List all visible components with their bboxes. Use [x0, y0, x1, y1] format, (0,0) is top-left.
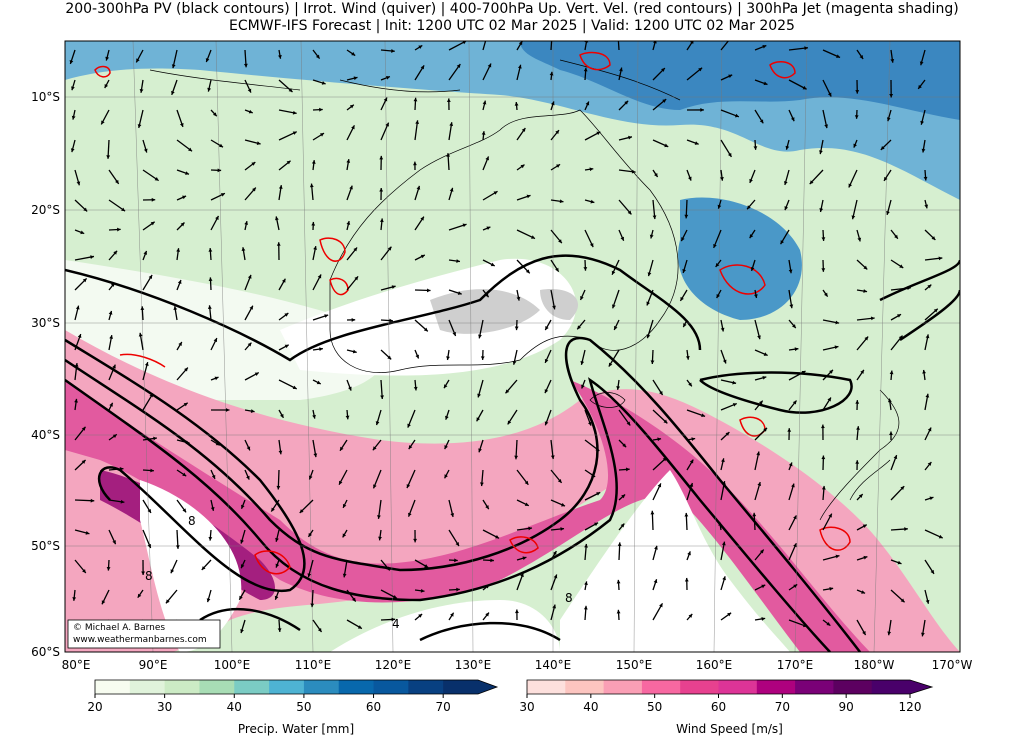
- colorbar-segment: [304, 680, 339, 694]
- map: 8 8 4 8 © Michael A. Barnes www.weatherm…: [65, 30, 960, 652]
- credit: www.weathermanbarnes.com: [73, 635, 207, 645]
- colorbar-tick-label: 50: [296, 700, 311, 714]
- wind-arrow-head: [484, 37, 488, 41]
- colorbar-segment: [408, 680, 443, 694]
- colorbar-segment: [165, 680, 200, 694]
- colorbar-tick-label: 60: [711, 700, 726, 714]
- colorbar-tick-label: 50: [647, 700, 662, 714]
- credit: © Michael A. Barnes: [73, 623, 165, 633]
- lat-label: 40°S: [31, 428, 60, 442]
- lon-label: 110°E: [295, 658, 332, 672]
- colorbar-label: Wind Speed [m/s]: [676, 722, 783, 736]
- contour-label: 4: [392, 617, 400, 631]
- colorbar-label: Precip. Water [mm]: [238, 722, 354, 736]
- lat-label: 30°S: [31, 316, 60, 330]
- contour-label: 8: [145, 569, 153, 583]
- colorbar-segment: [795, 680, 834, 694]
- colorbar-segment: [757, 680, 796, 694]
- lon-label: 160°E: [696, 658, 733, 672]
- colorbar-extend: [478, 680, 497, 694]
- colorbar-tick-label: 70: [775, 700, 790, 714]
- colorbar-tick-label: 30: [519, 700, 534, 714]
- colorbar-segment: [443, 680, 478, 694]
- title: 200-300hPa PV (black contours) | Irrot. …: [65, 1, 958, 17]
- lon-label: 80°E: [62, 658, 91, 672]
- lon-label: 180°W: [854, 658, 895, 672]
- colorbar-segment: [527, 680, 566, 694]
- wind-arrow-head: [728, 37, 732, 41]
- lon-label: 150°E: [616, 658, 653, 672]
- colorbar-segment: [872, 680, 911, 694]
- colorbar-segment: [680, 680, 719, 694]
- colorbar-extend: [910, 680, 932, 694]
- lon-label: 170°E: [777, 658, 814, 672]
- lon-label: 120°E: [375, 658, 412, 672]
- lon-label: 140°E: [535, 658, 572, 672]
- colorbar-segment: [833, 680, 872, 694]
- lon-label: 130°E: [455, 658, 492, 672]
- colorbar-segment: [374, 680, 409, 694]
- colorbar-tick-label: 40: [227, 700, 242, 714]
- colorbar-segment: [130, 680, 165, 694]
- colorbar-segment: [339, 680, 374, 694]
- lat-label: 10°S: [31, 90, 60, 104]
- contour-label: 8: [188, 514, 196, 528]
- lat-label: 20°S: [31, 203, 60, 217]
- lon-label: 90°E: [139, 658, 168, 672]
- colorbar-tick-label: 120: [899, 700, 922, 714]
- colorbar-tick-label: 30: [157, 700, 172, 714]
- colorbar-segment: [234, 680, 269, 694]
- wind-arrow-head: [550, 35, 554, 39]
- colorbars: 20 30 40 50 60 70 Precip. Water [mm] 30 40 50 60 70…: [87, 680, 932, 736]
- colorbar-segment: [199, 680, 234, 694]
- lon-label: 170°W: [932, 658, 973, 672]
- lon-label: 100°E: [214, 658, 251, 672]
- colorbar-segment: [269, 680, 304, 694]
- colorbar-segment: [642, 680, 681, 694]
- colorbar-tick-label: 40: [583, 700, 598, 714]
- colorbar-segment: [604, 680, 643, 694]
- contour-label: 8: [565, 591, 573, 605]
- lat-label: 60°S: [31, 645, 60, 659]
- lat-label: 50°S: [31, 539, 60, 553]
- subtitle: ECMWF-IFS Forecast | Init: 1200 UTC 02 M…: [229, 18, 795, 34]
- colorbar-tick-label: 20: [87, 700, 102, 714]
- colorbar-tick-label: 70: [436, 700, 451, 714]
- colorbar-segment: [95, 680, 130, 694]
- colorbar-segment: [719, 680, 758, 694]
- colorbar-tick-label: 60: [366, 700, 381, 714]
- colorbar-segment: [565, 680, 604, 694]
- colorbar-tick-label: 90: [839, 700, 854, 714]
